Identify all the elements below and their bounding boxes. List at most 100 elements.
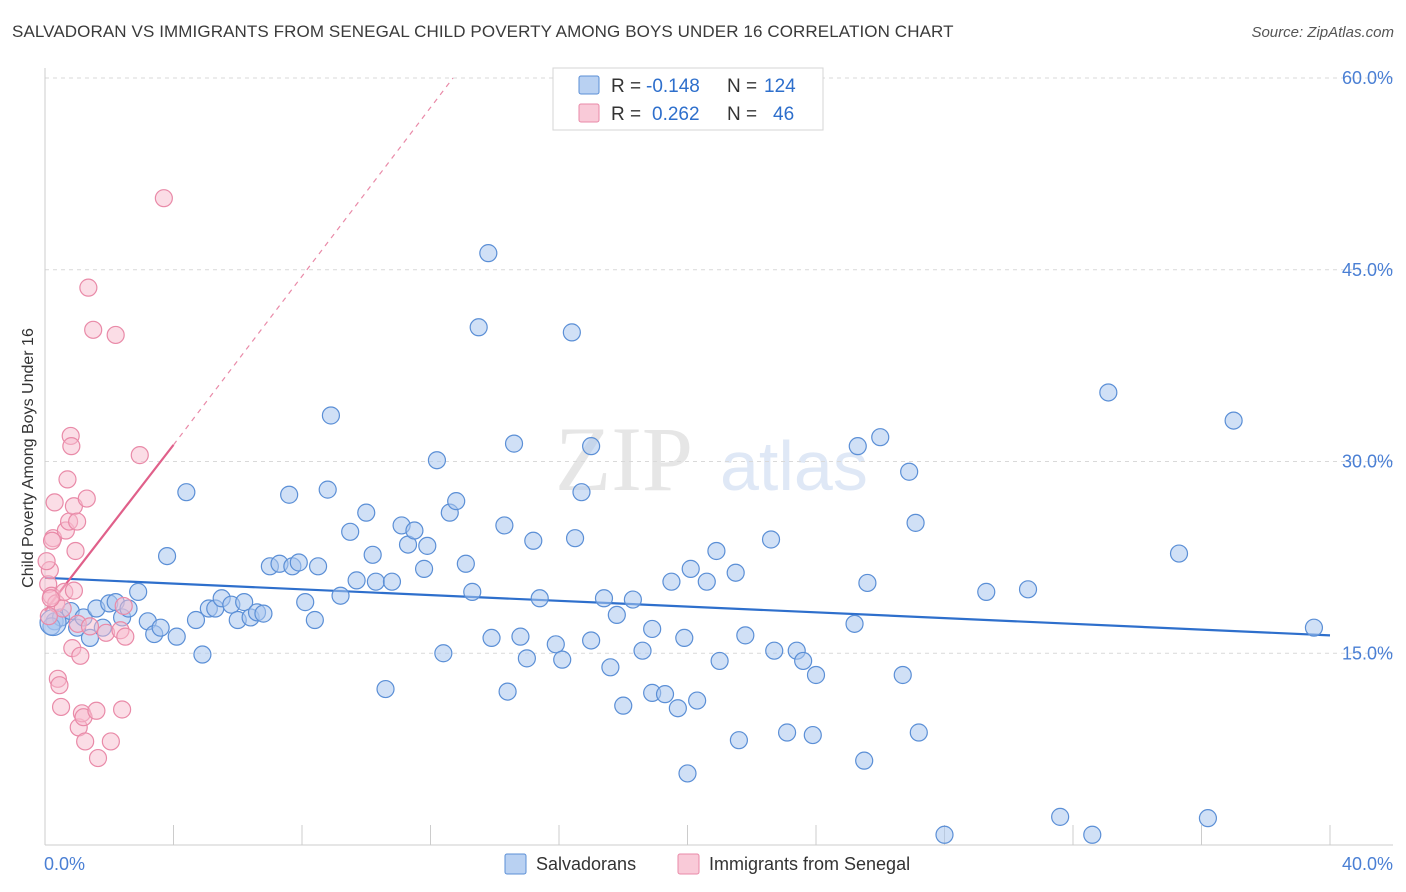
salvadorans-point: [726, 563, 745, 582]
senegal-point: [50, 676, 69, 695]
x-tick-label: 0.0%: [44, 854, 85, 874]
salvadorans-point: [167, 627, 186, 646]
salvadorans-point: [562, 323, 581, 342]
senegal-point: [51, 697, 71, 717]
salvadorans-point: [935, 825, 954, 844]
salvadorans-point: [607, 605, 626, 625]
senegal-point: [77, 489, 96, 508]
salvadorans-point: [530, 589, 549, 608]
salvadorans-point: [707, 541, 726, 561]
salvadorans-point: [479, 244, 498, 263]
senegal-point: [80, 617, 100, 636]
gridlines: [45, 77, 1393, 654]
salvadorans-point: [463, 582, 482, 601]
salvadorans-point: [434, 644, 453, 663]
senegal-point: [79, 278, 98, 297]
senegal-point: [116, 627, 135, 646]
salvadorans-point: [765, 641, 784, 660]
stats-r-value: 0.262: [652, 104, 700, 125]
salvadorans-point: [308, 557, 328, 576]
senegal-point: [42, 531, 62, 550]
stats-legend: R = -0.148 N = 124 R = 0.262 N = 46: [552, 67, 824, 131]
series-legend: Salvadorans Immigrants from Senegal: [504, 853, 910, 875]
y-tick-label: 45.0%: [1342, 260, 1393, 280]
stats-r-label: R =: [611, 104, 641, 125]
salvadorans-point: [447, 492, 466, 511]
stats-n-value: 124: [764, 76, 796, 97]
axes: 15.0% 30.0% 45.0% 60.0% 0.0% 40.0%: [44, 68, 1393, 874]
y-tick-label: 15.0%: [1342, 643, 1393, 663]
senegal-point: [41, 589, 60, 608]
salvadorans-point: [565, 529, 585, 548]
salvadorans-point: [710, 651, 729, 671]
legend-swatch-blue: [578, 75, 600, 95]
salvadorans-point: [1083, 825, 1102, 844]
salvadorans-point: [662, 572, 681, 591]
stats-n-label: N =: [727, 76, 757, 97]
salvadorans-point: [1051, 807, 1070, 826]
senegal-point: [101, 732, 120, 751]
salvadorans-point: [482, 628, 501, 648]
salvadorans-point: [794, 651, 813, 671]
senegal-point: [87, 701, 106, 720]
salvadorans-point: [806, 665, 826, 685]
senegal-point: [114, 596, 133, 616]
salvadorans-point: [418, 536, 437, 555]
salvadorans-point: [427, 451, 447, 470]
y-axis-label: Child Poverty Among Boys Under 16: [20, 328, 37, 588]
senegal-point: [62, 437, 81, 456]
salvadorans-point: [1169, 544, 1189, 563]
salvadorans-point: [845, 614, 864, 633]
salvadorans-point: [601, 658, 620, 677]
salvadorans-point: [675, 628, 694, 648]
source-credit: Source: ZipAtlas.com: [1251, 24, 1394, 41]
salvadorans-point: [363, 545, 382, 564]
salvadorans-point: [909, 723, 928, 742]
salvadorans-point: [254, 604, 273, 623]
salvadorans-point: [582, 437, 601, 456]
salvadorans-point: [736, 626, 755, 645]
salvadorans-point: [186, 610, 206, 630]
salvadorans-point: [151, 618, 170, 637]
senegal-point: [39, 607, 58, 626]
salvadorans-trend-line: [44, 576, 1331, 637]
salvadorans-point: [177, 483, 196, 502]
watermark-atlas: atlas: [720, 427, 868, 505]
senegal-point: [58, 470, 77, 489]
stats-r-value: -0.148: [646, 76, 700, 97]
salvadorans-point: [357, 503, 376, 522]
salvadorans-point: [858, 573, 877, 593]
salvadorans-point: [1018, 580, 1038, 599]
salvadorans-point: [517, 649, 536, 668]
salvadorans-point: [906, 513, 925, 532]
senegal-trend-extension: [173, 77, 454, 446]
salvadorans-point: [1224, 411, 1243, 430]
y-tick-label: 30.0%: [1342, 452, 1393, 472]
salvadorans-point: [688, 691, 707, 710]
trend-lines: [44, 77, 1331, 637]
salvadorans-point: [511, 627, 530, 646]
stats-n-value: 46: [773, 104, 794, 125]
salvadorans-point: [347, 571, 366, 590]
salvadorans-point: [848, 437, 867, 456]
salvadorans-point: [900, 462, 919, 481]
salvadorans-point: [280, 485, 299, 504]
salvadorans-point: [331, 586, 350, 605]
senegal-point: [71, 646, 90, 665]
legend-item-salvadorans: Salvadorans: [536, 854, 636, 874]
salvadorans-point: [129, 582, 148, 601]
salvadorans-point: [296, 593, 315, 612]
senegal-point: [68, 512, 87, 531]
salvadorans-point: [235, 593, 254, 612]
salvadorans-point: [382, 572, 402, 591]
salvadorans-point: [456, 554, 475, 573]
salvadorans-point: [305, 610, 324, 630]
salvadorans-points: [39, 244, 1324, 844]
legend-item-senegal-swatch: [677, 853, 700, 875]
salvadorans-point: [157, 546, 177, 566]
stats-r-label: R =: [611, 76, 641, 97]
chart-title: SALVADORAN VS IMMIGRANTS FROM SENEGAL CH…: [12, 22, 954, 41]
salvadorans-point: [678, 764, 697, 783]
salvadorans-point: [697, 572, 716, 591]
